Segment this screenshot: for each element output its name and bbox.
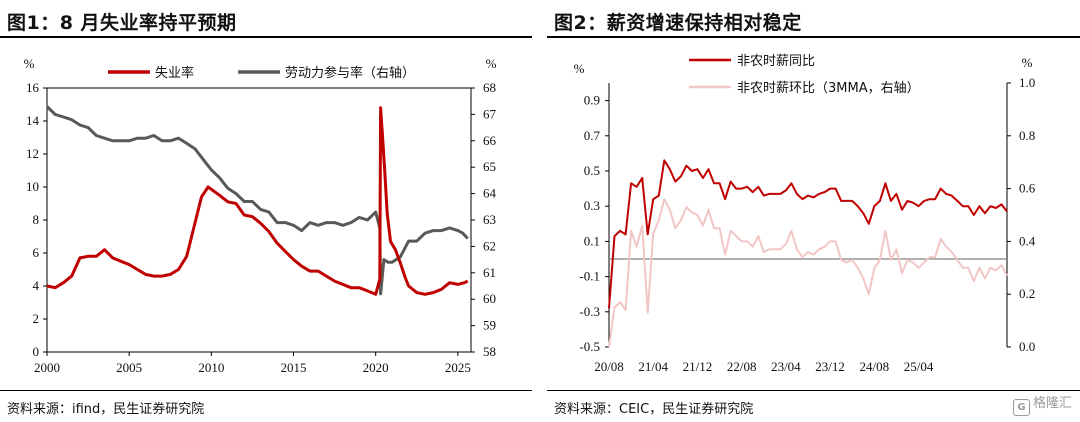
y-right-tick-label: 0.0 [1019,339,1035,354]
x-tick-label: 21/12 [683,359,713,374]
x-tick-label: 2000 [34,360,60,375]
y-right-tick-label: 64 [483,186,497,201]
x-tick-label: 2025 [445,360,471,375]
legend-label: 非农时薪环比（3MMA，右轴） [737,81,920,96]
right-title-rule [547,36,1080,38]
y-right-tick-label: 0.8 [1019,128,1035,143]
y-left-tick-label: 0.3 [584,198,600,213]
y-right-tick-label: 67 [483,106,497,121]
y-left-tick-label: 0 [33,344,40,359]
y-right-tick-label: 60 [483,291,496,306]
right-source: 资料来源：CEIC，民生证券研究院 [554,402,754,417]
x-tick-label: 2020 [363,360,389,375]
y-left-tick-label: 4 [33,278,40,293]
y-right-tick-label: 0.6 [1019,181,1036,196]
watermark-text: 格隆汇 [1032,396,1072,411]
y-right-tick-label: 61 [483,265,496,280]
left-source: 资料来源：ifind，民生证券研究院 [7,402,205,417]
legend-label: 失业率 [155,65,194,81]
x-tick-label: 25/04 [904,359,934,374]
wage-growth-chart: -0.5 -0.3 -0.1 0.1 0.3 0.5 0.7 0.9 0.0 0.2 0.4 0.6 0… [574,54,1036,374]
y-left-unit: % [574,61,585,76]
y-left-unit: % [24,56,35,71]
x-tick-label: 21/04 [638,359,668,374]
y-left-tick-label: 0.1 [584,233,600,248]
y-left-tick-label: -0.3 [579,304,600,319]
participation-rate-line [45,105,469,296]
wage-mom-line [608,198,1008,348]
wage-yoy-line [608,159,1008,309]
y-left-tick-label: 0.5 [584,163,600,178]
x-tick-label: 2015 [281,360,307,375]
y-right-unit: % [486,56,497,71]
right-source-rule [547,390,1080,391]
y-right-unit: % [1022,55,1033,70]
y-left-tick-label: 2 [33,311,40,326]
y-left-tick-label: 10 [26,179,39,194]
y-right-tick-label: 0.4 [1019,233,1036,248]
y-right-tick-label: 68 [483,80,496,95]
legend-label: 劳动力参与率（右轴） [285,65,415,81]
x-tick-label: 2010 [198,360,224,375]
x-tick-label: 22/08 [727,359,757,374]
y-left-tick-label: -0.1 [579,269,600,284]
x-tick-label: 23/12 [815,359,845,374]
y-right-tick-label: 66 [483,133,497,148]
plot-frame [46,87,472,353]
legend-label: 非农时薪同比 [737,54,815,69]
y-left-tick-label: 8 [33,212,40,227]
y-right-tick-label: 59 [483,318,496,333]
right-panel: 图2：薪资增速保持相对稳定 -0.5 -0.3 -0.1 0.1 0.3 0.5 0.7 0.… [547,0,1080,422]
y-left-tick-label: 16 [26,80,40,95]
y-left-tick-label: 6 [33,245,40,260]
right-chart-title: 图2：薪资增速保持相对稳定 [554,12,802,34]
x-tick-label: 2005 [116,360,142,375]
y-left-tick-label: -0.5 [579,339,600,354]
left-title-rule [0,36,532,38]
y-right-tick-label: 0.2 [1019,286,1035,301]
y-right-tick-label: 63 [483,212,496,227]
y-left-tick-label: 12 [26,146,39,161]
watermark-logo-icon: G [1012,399,1030,416]
y-right-tick-label: 1.0 [1019,75,1035,90]
left-chart-title: 图1：8 月失业率持平预期 [7,12,237,34]
x-tick-label: 23/04 [771,359,801,374]
left-source-rule [0,390,532,391]
y-right-tick-label: 62 [483,238,496,253]
x-tick-label: 24/08 [860,359,890,374]
y-right-tick-label: 58 [483,344,496,359]
y-right-tick-label: 65 [483,159,496,174]
x-tick-label: 20/08 [594,359,624,374]
unemployment-rate-line [46,106,469,296]
watermark: G 格隆汇 [1012,392,1072,416]
left-panel: 图1：8 月失业率持平预期 0 2 4 6 8 10 12 14 16 58 59 60 61 62 63 6… [0,0,532,422]
y-left-tick-label: 0.7 [584,128,601,143]
y-left-tick-label: 0.9 [584,93,600,108]
y-left-tick-label: 14 [26,113,40,128]
